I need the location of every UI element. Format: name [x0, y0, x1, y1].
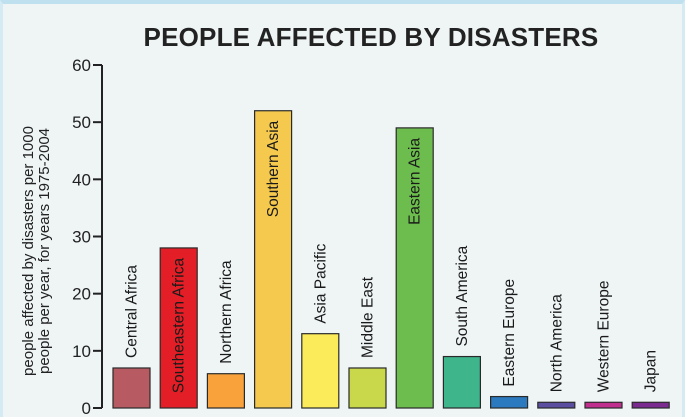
- bar: [159, 247, 198, 409]
- bar-label: South America: [454, 245, 471, 346]
- bar-label: Southeastern Africa: [171, 258, 188, 394]
- bar-label: Middle East: [360, 276, 377, 358]
- bar: [442, 355, 481, 409]
- bar-labels: Central Africa Southeastern Africa Norther…: [124, 120, 660, 393]
- bar: [490, 395, 529, 409]
- bar-label: Eastern Europe: [501, 279, 518, 387]
- bar-label: North America: [548, 294, 565, 393]
- y-tick-label: 10: [72, 342, 91, 361]
- y-tick-label: 40: [72, 170, 91, 189]
- bars: [112, 110, 670, 409]
- bar-chart: PEOPLE AFFECTED BY DISASTERS people affe…: [20, 22, 670, 417]
- bar-label: Northern Africa: [218, 260, 235, 364]
- bar-label: Western Europe: [596, 281, 613, 393]
- bar-label: Southern Asia: [265, 120, 282, 217]
- axes: 0 10 20 30 40 50 60: [72, 56, 103, 417]
- y-axis-label-line2: people per year, for years 1975-2004: [36, 128, 53, 374]
- y-axis-label-line1: people affected by disasters per 1000: [20, 126, 37, 376]
- y-tick-label: 30: [72, 228, 91, 247]
- bar: [348, 367, 387, 409]
- bar: [206, 373, 245, 409]
- bar: [301, 333, 340, 409]
- bar-label: Japan: [643, 350, 660, 392]
- bar: [631, 401, 670, 409]
- bar: [537, 401, 576, 409]
- y-tick-label: 60: [72, 56, 91, 75]
- bar-label: Central Africa: [124, 265, 141, 358]
- bar: [254, 110, 293, 409]
- bar: [112, 367, 151, 409]
- y-tick-label: 50: [72, 113, 91, 132]
- y-tick-label: 20: [72, 285, 91, 304]
- bar-label: Eastern Asia: [407, 138, 424, 225]
- chart-title: PEOPLE AFFECTED BY DISASTERS: [144, 22, 599, 52]
- bar: [395, 127, 434, 409]
- bar-label: Asia Pacific: [312, 243, 329, 323]
- bar: [584, 401, 623, 409]
- y-tick-label: 0: [82, 399, 91, 417]
